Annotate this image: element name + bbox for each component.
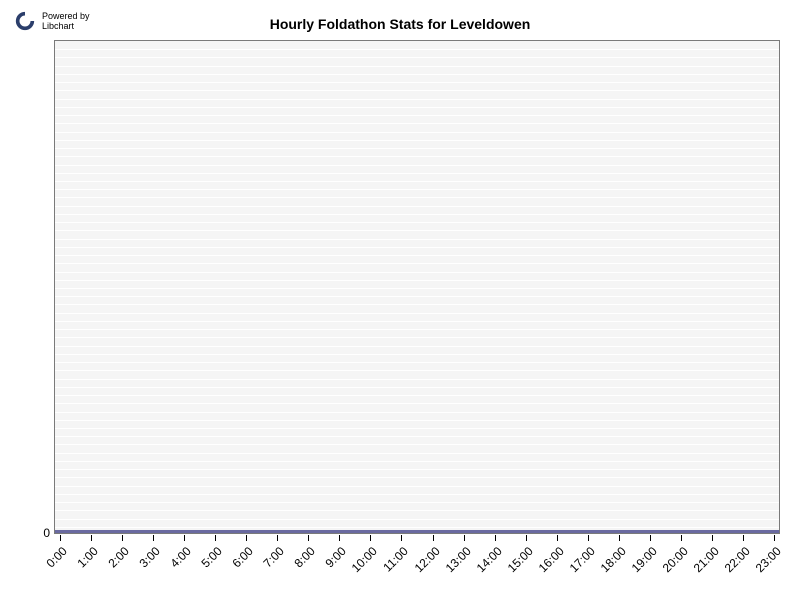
- gridline: [55, 428, 779, 429]
- x-tick: [526, 535, 527, 541]
- gridline: [55, 230, 779, 231]
- gridline: [55, 82, 779, 83]
- gridline: [55, 412, 779, 413]
- gridline: [55, 387, 779, 388]
- x-tick: [712, 535, 713, 541]
- x-tick: [401, 535, 402, 541]
- gridline: [55, 132, 779, 133]
- gridline: [55, 304, 779, 305]
- gridline: [55, 527, 779, 528]
- gridline: [55, 206, 779, 207]
- gridline: [55, 197, 779, 198]
- gridline: [55, 370, 779, 371]
- gridline: [55, 222, 779, 223]
- x-tick: [215, 535, 216, 541]
- x-tick: [588, 535, 589, 541]
- x-tick: [557, 535, 558, 541]
- x-tick: [743, 535, 744, 541]
- gridline: [55, 49, 779, 50]
- gridline: [55, 57, 779, 58]
- gridline: [55, 461, 779, 462]
- gridline: [55, 313, 779, 314]
- x-tick: [681, 535, 682, 541]
- gridline: [55, 346, 779, 347]
- gridline: [55, 288, 779, 289]
- gridline: [55, 354, 779, 355]
- gridline: [55, 214, 779, 215]
- gridline: [55, 337, 779, 338]
- gridline: [55, 156, 779, 157]
- gridline: [55, 181, 779, 182]
- gridline: [55, 123, 779, 124]
- x-tick: [339, 535, 340, 541]
- y-tick-label: 0: [22, 526, 50, 540]
- gridline: [55, 99, 779, 100]
- x-tick: [433, 535, 434, 541]
- gridline: [55, 296, 779, 297]
- x-tick: [60, 535, 61, 541]
- x-tick: [774, 535, 775, 541]
- gridline: [55, 453, 779, 454]
- x-tick: [370, 535, 371, 541]
- gridline: [55, 280, 779, 281]
- x-tick: [495, 535, 496, 541]
- gridline: [55, 263, 779, 264]
- gridline: [55, 436, 779, 437]
- gridline: [55, 115, 779, 116]
- x-tick: [308, 535, 309, 541]
- gridline: [55, 74, 779, 75]
- gridline: [55, 148, 779, 149]
- gridline: [55, 379, 779, 380]
- plot-area: [54, 40, 780, 534]
- gridline: [55, 519, 779, 520]
- x-tick: [619, 535, 620, 541]
- gridline: [55, 486, 779, 487]
- gridline: [55, 444, 779, 445]
- gridline: [55, 477, 779, 478]
- gridline: [55, 90, 779, 91]
- gridline: [55, 494, 779, 495]
- gridline: [55, 247, 779, 248]
- gridline: [55, 502, 779, 503]
- gridline: [55, 403, 779, 404]
- gridline: [55, 510, 779, 511]
- gridline: [55, 239, 779, 240]
- gridline: [55, 321, 779, 322]
- gridline: [55, 469, 779, 470]
- gridline: [55, 173, 779, 174]
- gridline: [55, 140, 779, 141]
- chart-title: Hourly Foldathon Stats for Leveldowen: [0, 16, 800, 32]
- gridline: [55, 362, 779, 363]
- x-tick: [464, 535, 465, 541]
- x-tick: [122, 535, 123, 541]
- gridline: [55, 189, 779, 190]
- gridline: [55, 107, 779, 108]
- chart-container: { "branding": { "powered_by_line1": "Pow…: [0, 0, 800, 600]
- baseline: [55, 530, 779, 533]
- x-tick: [153, 535, 154, 541]
- gridline: [55, 395, 779, 396]
- x-tick: [277, 535, 278, 541]
- gridlines: [55, 41, 779, 533]
- gridline: [55, 420, 779, 421]
- x-tick: [246, 535, 247, 541]
- gridline: [55, 255, 779, 256]
- gridline: [55, 66, 779, 67]
- gridline: [55, 272, 779, 273]
- x-tick: [184, 535, 185, 541]
- x-tick: [91, 535, 92, 541]
- x-tick: [650, 535, 651, 541]
- gridline: [55, 329, 779, 330]
- gridline: [55, 165, 779, 166]
